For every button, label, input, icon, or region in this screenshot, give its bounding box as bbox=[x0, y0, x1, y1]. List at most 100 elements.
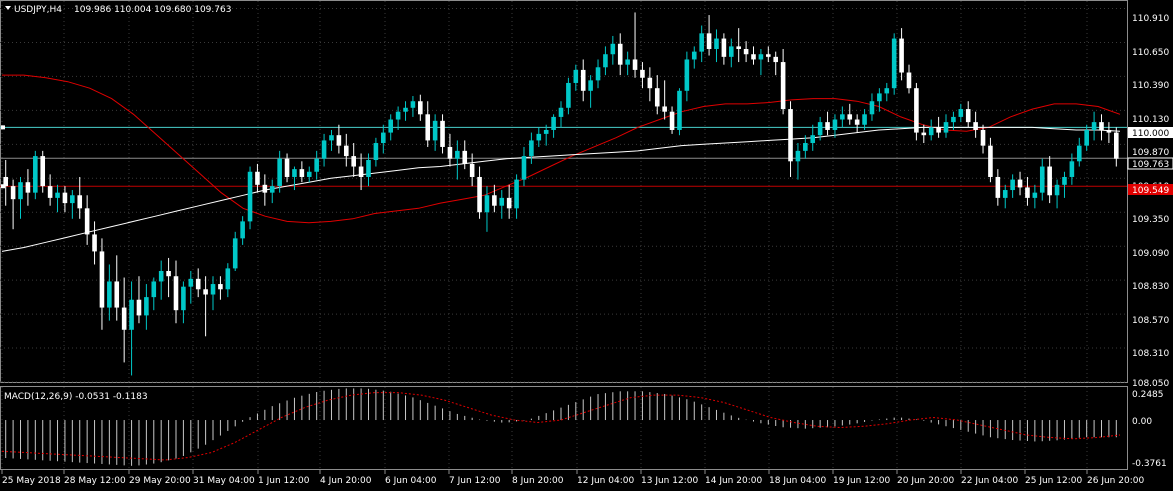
candle bbox=[1062, 171, 1067, 198]
candle bbox=[99, 238, 105, 330]
time-label: 26 Jun 20:00 bbox=[1087, 476, 1144, 486]
candle-body bbox=[558, 107, 564, 117]
candle-body bbox=[891, 38, 897, 89]
candle-body bbox=[728, 46, 734, 57]
candle bbox=[736, 28, 741, 63]
candle-body bbox=[617, 43, 623, 65]
candle bbox=[107, 264, 112, 321]
macd-tick: 0.00 bbox=[1132, 417, 1152, 427]
candle-body bbox=[47, 186, 53, 198]
price-tick: 109.350 bbox=[1132, 215, 1169, 225]
candle-body bbox=[351, 156, 356, 167]
candle bbox=[114, 255, 120, 321]
candle-body bbox=[625, 59, 630, 65]
candle bbox=[240, 216, 245, 245]
candle-body bbox=[314, 158, 319, 172]
candle bbox=[1032, 184, 1038, 209]
time-label: 12 Jun 04:00 bbox=[577, 476, 634, 486]
price-axis[interactable]: 110.910 110.650 110.390 110.130 109.870 … bbox=[1132, 14, 1169, 389]
candle bbox=[210, 276, 216, 311]
candle-body bbox=[1054, 184, 1060, 196]
candle bbox=[373, 137, 379, 167]
candle-body bbox=[965, 109, 971, 123]
candle-body bbox=[684, 59, 690, 91]
candle-body bbox=[299, 169, 305, 177]
candle-body bbox=[188, 278, 194, 287]
candle-body bbox=[77, 195, 83, 209]
candle bbox=[314, 150, 319, 180]
candle bbox=[1017, 171, 1023, 196]
price-tick: 108.310 bbox=[1132, 349, 1169, 359]
price-tick: 110.130 bbox=[1132, 115, 1169, 125]
candle bbox=[1114, 127, 1119, 167]
time-label: 29 May 20:00 bbox=[129, 476, 191, 486]
candle bbox=[743, 41, 749, 63]
candle-body bbox=[758, 54, 764, 60]
macd-histogram bbox=[5, 388, 1117, 466]
candle bbox=[662, 80, 667, 120]
candle-body bbox=[951, 116, 956, 123]
candle-body bbox=[343, 145, 349, 157]
price-tick: 109.870 bbox=[1132, 148, 1169, 158]
time-label: 4 Jun 20:00 bbox=[320, 476, 372, 486]
candle-body bbox=[321, 140, 327, 159]
candle bbox=[1047, 156, 1052, 204]
time-label: 25 May 2018 bbox=[2, 476, 61, 486]
candles[interactable] bbox=[3, 12, 1119, 376]
candle bbox=[640, 62, 645, 89]
cyan-line-tag: 110.000 bbox=[1128, 127, 1173, 139]
candle-body bbox=[425, 114, 431, 141]
price-tick: 109.090 bbox=[1132, 249, 1169, 259]
candle bbox=[255, 163, 260, 193]
candle-body bbox=[255, 171, 260, 185]
candle bbox=[225, 263, 231, 298]
time-label: 8 Jun 20:00 bbox=[512, 476, 564, 486]
candle bbox=[884, 82, 890, 102]
candle bbox=[595, 59, 601, 89]
candle-body bbox=[232, 238, 238, 269]
candle bbox=[18, 176, 23, 219]
candle bbox=[321, 133, 327, 167]
time-label: 6 Jun 04:00 bbox=[385, 476, 437, 486]
candle-body bbox=[440, 120, 445, 147]
candle-body bbox=[418, 101, 423, 115]
candle bbox=[788, 101, 793, 177]
candle-body bbox=[588, 80, 593, 91]
candle-body bbox=[1010, 179, 1015, 191]
candle-body bbox=[580, 69, 586, 91]
time-label: 7 Jun 12:00 bbox=[449, 476, 501, 486]
candle-body bbox=[336, 135, 342, 146]
candle bbox=[166, 257, 171, 298]
candle bbox=[484, 186, 490, 232]
candle bbox=[1069, 153, 1075, 185]
candle-body bbox=[980, 129, 986, 146]
candle-body bbox=[566, 82, 571, 108]
candle-body bbox=[455, 150, 460, 159]
candle-body bbox=[403, 107, 408, 112]
macd-tick: 0.2485 bbox=[1132, 390, 1164, 400]
candle-body bbox=[469, 163, 475, 177]
candle-body bbox=[906, 72, 912, 89]
candle bbox=[33, 150, 38, 200]
candle-body bbox=[817, 122, 823, 136]
candle bbox=[551, 114, 556, 138]
candle-body bbox=[121, 307, 127, 330]
candle bbox=[3, 160, 8, 206]
candle-body bbox=[640, 69, 645, 78]
candle bbox=[358, 153, 364, 191]
candle-body bbox=[877, 93, 882, 102]
candle bbox=[1076, 137, 1082, 167]
time-label: 14 Jun 20:00 bbox=[705, 476, 762, 486]
candle-body bbox=[18, 182, 23, 200]
candle bbox=[514, 174, 519, 219]
candle bbox=[351, 143, 356, 177]
candle-body bbox=[240, 221, 245, 239]
time-axis[interactable]: 25 May 2018 28 May 12:00 29 May 20:00 31… bbox=[2, 476, 1144, 486]
candle bbox=[218, 276, 223, 300]
candle bbox=[47, 174, 53, 206]
candle bbox=[262, 174, 268, 206]
candle-body bbox=[677, 90, 682, 130]
candle-body bbox=[995, 176, 1001, 198]
candle bbox=[1084, 124, 1089, 151]
